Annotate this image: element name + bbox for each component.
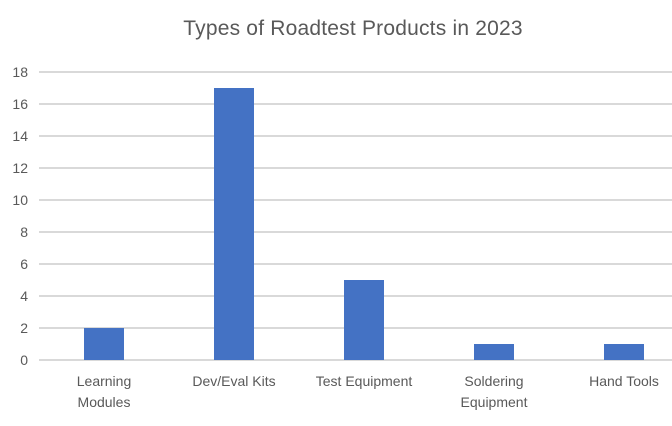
bar-test-equipment: [344, 280, 384, 360]
y-axis-tick-label: 6: [20, 256, 28, 272]
y-axis-tick-label: 16: [12, 96, 28, 112]
x-axis-category-label: Dev/Eval Kits: [192, 373, 276, 389]
y-axis-tick-label: 12: [12, 160, 28, 176]
bar-dev-eval-kits: [214, 88, 254, 360]
x-axis-category-label: Learning Modules: [76, 373, 132, 410]
y-axis-tick-label: 18: [12, 64, 28, 80]
gridline: [39, 135, 672, 137]
y-axis-tick-label: 10: [12, 192, 28, 208]
gridline: [39, 71, 672, 73]
y-axis-tick-label: 4: [20, 288, 28, 304]
x-axis-line: [39, 359, 672, 361]
gridline: [39, 263, 672, 265]
y-axis-tick-label: 0: [20, 352, 28, 368]
x-axis-category-label: Soldering Equipment: [460, 373, 528, 410]
chart-title: Types of Roadtest Products in 2023: [183, 17, 523, 40]
y-axis-tick-label: 8: [20, 224, 28, 240]
bar-learning-modules: [84, 328, 124, 360]
bar-hand-tools: [604, 344, 644, 360]
bar-soldering-equipment: [474, 344, 514, 360]
x-axis-category-label: Test Equipment: [315, 373, 413, 389]
gridline: [39, 103, 672, 105]
gridline: [39, 167, 672, 169]
gridline: [39, 231, 672, 233]
x-axis-category-label: Hand Tools: [589, 373, 659, 389]
gridline: [39, 199, 672, 201]
y-axis-tick-label: 2: [20, 320, 28, 336]
y-axis-tick-label: 14: [12, 128, 28, 144]
